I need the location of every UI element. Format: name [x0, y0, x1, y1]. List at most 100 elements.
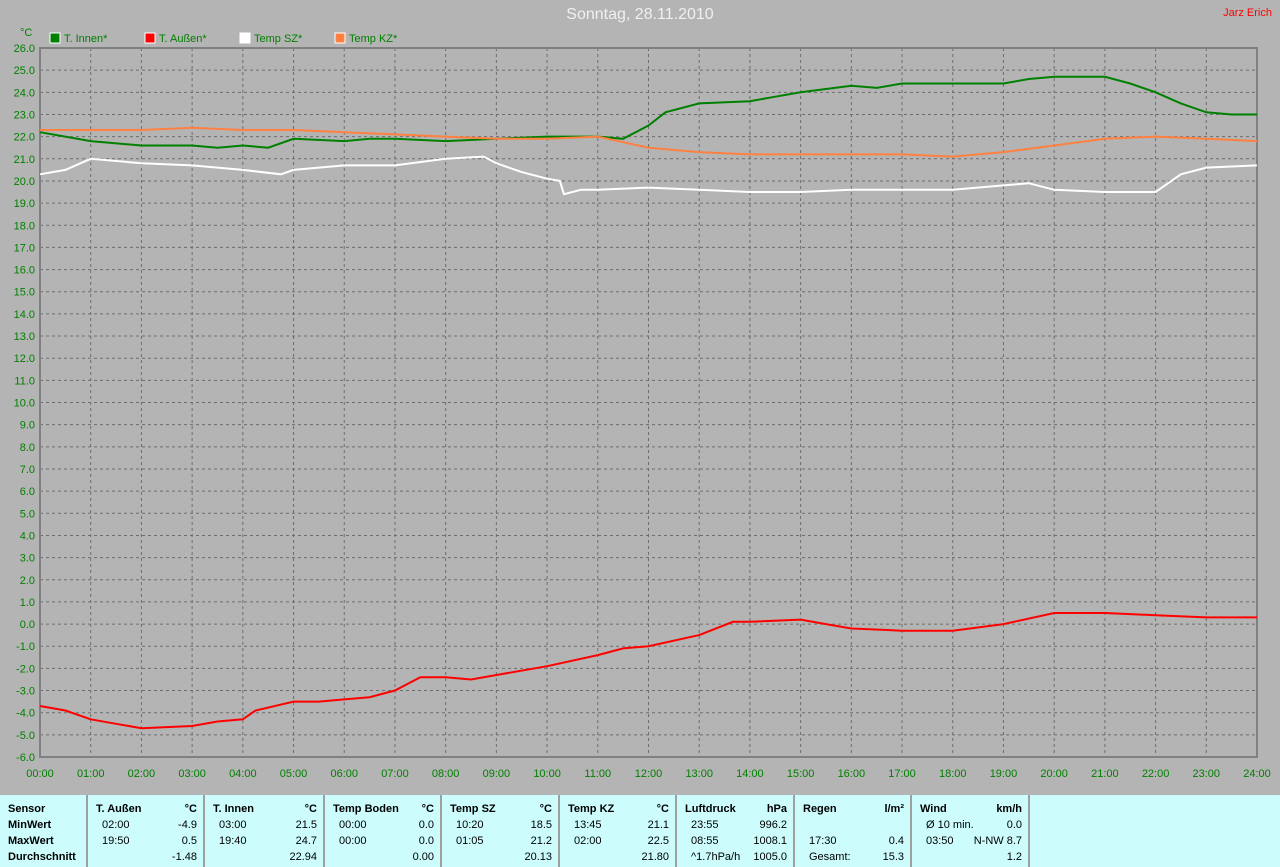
x-tick-label: 04:00	[229, 768, 257, 780]
stats-table: Sensor MinWert MaxWert Durchschnitt T. Außen…	[0, 795, 1280, 867]
x-tick-label: 22:00	[1142, 768, 1170, 780]
y-tick-label: 5.0	[20, 508, 35, 520]
x-tick-label: 00:00	[26, 768, 54, 780]
y-tick-label: 7.0	[20, 464, 35, 476]
y-tick-label: -2.0	[16, 663, 35, 675]
stats-row-label: MaxWert	[0, 833, 86, 849]
y-tick-label: -5.0	[16, 730, 35, 742]
stats-value: 1.2	[1006, 851, 1022, 863]
row-label: MinWert	[8, 819, 52, 831]
stats-value: 0.4	[888, 835, 904, 847]
stats-row: 02:00 22.5	[560, 833, 675, 849]
stats-row	[795, 817, 910, 833]
stats-row: 02:00 -4.9	[88, 817, 203, 833]
stats-header-row: T. Außen °C	[88, 801, 203, 817]
stats-time: 01:05	[456, 835, 484, 847]
row-label: Durchschnitt	[8, 851, 76, 863]
x-tick-label: 06:00	[330, 768, 358, 780]
x-tick-label: 17:00	[888, 768, 916, 780]
legend-label: Temp KZ*	[349, 33, 398, 45]
stats-time: 23:55	[691, 819, 719, 831]
column-name: T. Außen	[96, 803, 142, 815]
legend-swatch	[239, 32, 251, 44]
stats-header-row: Wind km/h	[912, 801, 1028, 817]
column-unit: hPa	[766, 803, 787, 815]
legend-label: T. Außen*	[159, 33, 207, 45]
y-tick-label: -4.0	[16, 708, 35, 720]
y-tick-label: 22.0	[14, 132, 35, 144]
x-tick-label: 23:00	[1193, 768, 1221, 780]
x-tick-label: 18:00	[939, 768, 967, 780]
stats-row: ^1.7hPa/h 1005.0	[677, 849, 793, 865]
stats-row: 10:20 18.5	[442, 817, 558, 833]
stats-header-row: Sensor	[0, 801, 86, 817]
stats-time: 10:20	[456, 819, 484, 831]
stats-time: 17:30	[809, 835, 837, 847]
x-tick-label: 09:00	[483, 768, 511, 780]
stats-row: 00:00 0.0	[325, 833, 440, 849]
stats-value: 24.7	[295, 835, 317, 847]
column-unit: °C	[421, 803, 434, 815]
x-tick-label: 11:00	[584, 768, 611, 780]
x-tick-label: 15:00	[787, 768, 815, 780]
legend-label: T. Innen*	[64, 33, 108, 45]
y-tick-label: 11.0	[14, 375, 35, 387]
stats-row-label: Durchschnitt	[0, 849, 86, 865]
y-tick-label: 12.0	[14, 353, 35, 365]
stats-value: 0.5	[181, 835, 197, 847]
stats-time: 19:50	[102, 835, 130, 847]
stats-column-sensor: Sensor MinWert MaxWert Durchschnitt	[0, 795, 88, 867]
chart-title: Sonntag, 28.11.2010	[566, 6, 714, 23]
x-tick-label: 02:00	[128, 768, 156, 780]
x-tick-label: 12:00	[635, 768, 663, 780]
y-tick-label: 25.0	[14, 65, 35, 77]
stats-row: 19:50 0.5	[88, 833, 203, 849]
stats-row: 08:55 1008.1	[677, 833, 793, 849]
y-tick-label: 20.0	[14, 176, 35, 188]
stats-time: 00:00	[339, 819, 367, 831]
column-unit: °C	[304, 803, 317, 815]
stats-value: 996.2	[759, 819, 787, 831]
plot-frame	[39, 47, 1258, 758]
stats-value: 0.0	[418, 819, 434, 831]
y-tick-label: -6.0	[16, 752, 35, 764]
y-tick-label: 26.0	[14, 43, 35, 55]
stats-value: 1008.1	[753, 835, 787, 847]
stats-time: 13:45	[574, 819, 602, 831]
legend-swatch	[49, 32, 61, 44]
stats-header: Sensor	[8, 803, 46, 815]
stats-row: 22.94	[205, 849, 323, 865]
y-tick-label: 18.0	[14, 220, 35, 232]
column-name: Temp Boden	[333, 803, 399, 815]
column-name: Temp SZ	[450, 803, 496, 815]
stats-time: 00:00	[339, 835, 367, 847]
y-tick-label: 19.0	[14, 198, 35, 210]
stats-column: Temp SZ °C 10:20 18.5 01:05 21.2 20.13	[442, 795, 560, 867]
column-unit: l/m²	[884, 803, 904, 815]
stats-value: 15.3	[882, 851, 904, 863]
series-line	[40, 126, 1258, 158]
column-unit: °C	[539, 803, 552, 815]
x-tick-label: 05:00	[280, 768, 308, 780]
x-tick-label: 13:00	[685, 768, 713, 780]
stats-time: 02:00	[102, 819, 130, 831]
stats-row: 0.00	[325, 849, 440, 865]
y-tick-label: 23.0	[14, 109, 35, 121]
column-name: T. Innen	[213, 803, 254, 815]
series-line	[39, 75, 1257, 149]
author-label: Jarz Erich	[1223, 7, 1272, 19]
stats-row: 19:40 24.7	[205, 833, 323, 849]
stats-row: 17:30 0.4	[795, 833, 910, 849]
stats-value: -1.48	[171, 851, 197, 863]
column-unit: °C	[184, 803, 197, 815]
stats-column: Temp Boden °C 00:00 0.0 00:00 0.0 0.00	[325, 795, 442, 867]
x-tick-label: 08:00	[432, 768, 460, 780]
stats-value: 21.1	[647, 819, 669, 831]
stats-time: 19:40	[219, 835, 247, 847]
x-tick-label: 07:00	[381, 768, 409, 780]
stats-row: -1.48	[88, 849, 203, 865]
stats-value: 0.0	[1006, 819, 1022, 831]
stats-header-row: Regen l/m²	[795, 801, 910, 817]
stats-column: Regen l/m² 17:30 0.4 Gesamt: 15.3	[795, 795, 912, 867]
stats-value: 0.00	[412, 851, 434, 863]
